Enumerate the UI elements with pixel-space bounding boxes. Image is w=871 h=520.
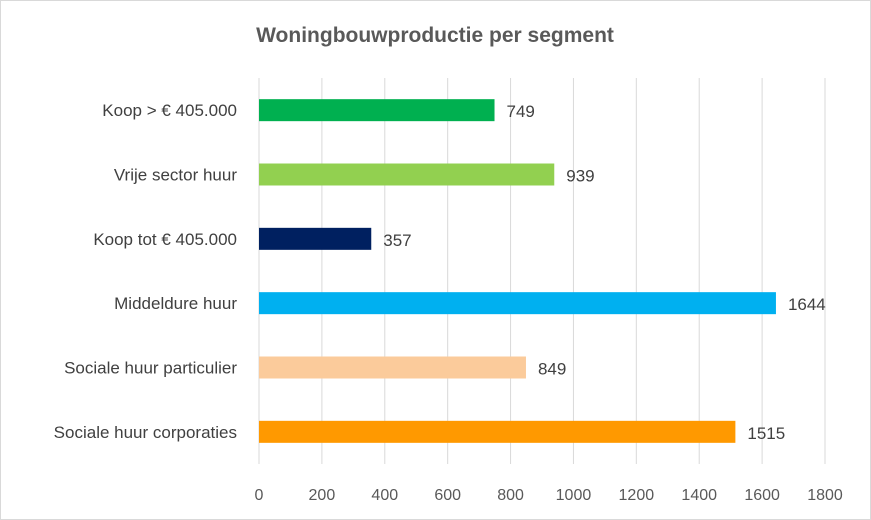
x-tick-label: 1800: [807, 487, 843, 504]
category-label: Middeldure huur: [114, 294, 237, 313]
x-tick-label: 0: [255, 487, 264, 504]
x-tick-label: 400: [371, 487, 398, 504]
category-label: Vrije sector huur: [114, 166, 237, 185]
data-label: 849: [538, 360, 566, 379]
data-label: 749: [507, 102, 535, 121]
bar: [259, 227, 372, 250]
x-tick-label: 1000: [556, 487, 592, 504]
data-label: 939: [566, 167, 594, 186]
category-label: Sociale huur corporaties: [54, 423, 237, 442]
bar: [259, 356, 526, 379]
bar: [259, 163, 555, 186]
x-tick-label: 200: [309, 487, 336, 504]
data-label: 1644: [788, 295, 826, 314]
x-tick-label: 1400: [681, 487, 717, 504]
x-tick-label: 800: [497, 487, 524, 504]
bar: [259, 99, 495, 122]
category-label: Sociale huur particulier: [64, 359, 237, 378]
bar: [259, 292, 776, 315]
chart-title: Woningbouwproductie per segment: [256, 24, 614, 47]
x-tick-label: 1600: [744, 487, 780, 504]
bar: [259, 420, 736, 443]
x-tick-label: 1200: [619, 487, 655, 504]
data-label: 1515: [747, 424, 785, 443]
data-label: 357: [383, 231, 411, 250]
category-label: Koop > € 405.000: [102, 101, 237, 120]
category-label: Koop tot € 405.000: [93, 230, 237, 249]
x-tick-label: 600: [434, 487, 461, 504]
